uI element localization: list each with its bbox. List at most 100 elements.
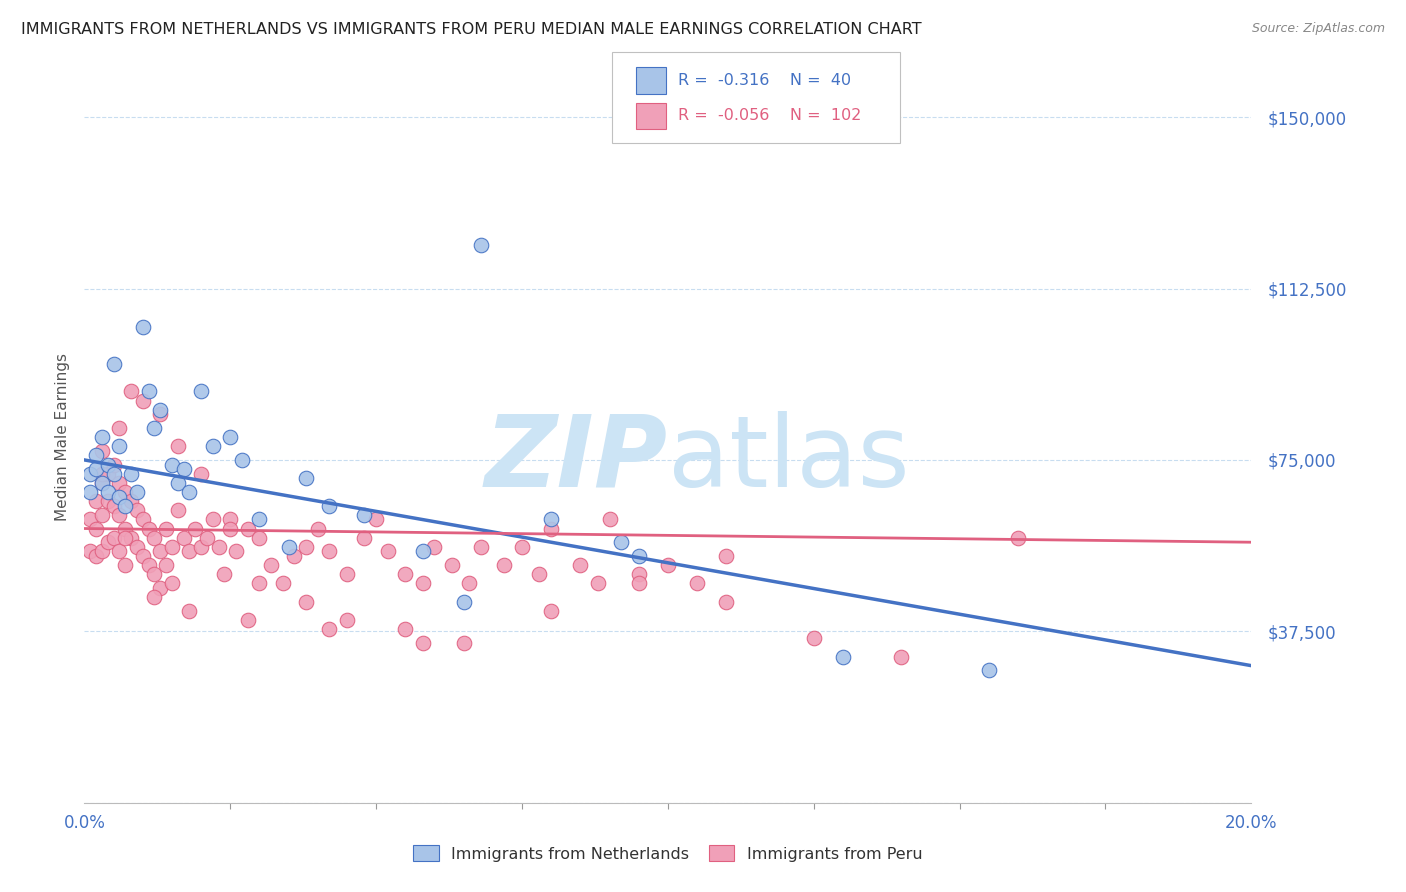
Point [79, 544, 101, 558]
Point [307, 521, 329, 535]
Point [890, 649, 912, 664]
Point [423, 540, 446, 554]
Point [114, 531, 136, 545]
Y-axis label: Median Male Earnings: Median Male Earnings [55, 353, 70, 521]
Point [132, 320, 155, 334]
Point [103, 458, 125, 472]
Point [90, 475, 112, 490]
Point [657, 558, 679, 573]
Point [143, 590, 166, 604]
Point [627, 549, 650, 563]
Point [231, 453, 253, 467]
Point [412, 636, 434, 650]
Point [125, 540, 148, 554]
Point [114, 558, 136, 573]
Point [97, 458, 120, 472]
Point [132, 549, 155, 563]
Point [84, 494, 107, 508]
Point [190, 467, 212, 481]
Point [295, 471, 318, 485]
Point [219, 512, 242, 526]
Point [236, 613, 259, 627]
Point [84, 462, 107, 476]
Point [201, 439, 224, 453]
Point [440, 558, 463, 573]
Text: ZIP: ZIP [485, 410, 668, 508]
Point [138, 521, 160, 535]
Point [318, 544, 340, 558]
Point [219, 430, 242, 444]
Point [453, 636, 475, 650]
Point [716, 594, 738, 608]
Point [125, 484, 148, 499]
Point [295, 540, 318, 554]
Point [166, 475, 188, 490]
Point [225, 544, 247, 558]
Point [207, 540, 229, 554]
Point [120, 384, 142, 399]
Point [166, 439, 188, 453]
Point [283, 549, 305, 563]
Point [97, 535, 120, 549]
Point [470, 540, 492, 554]
Point [627, 567, 650, 582]
Point [458, 576, 481, 591]
Point [114, 499, 136, 513]
Point [108, 439, 131, 453]
Point [803, 632, 825, 646]
Point [79, 467, 101, 481]
Point [84, 549, 107, 563]
Point [97, 484, 120, 499]
Point [108, 475, 131, 490]
Point [236, 521, 259, 535]
Point [977, 663, 1000, 677]
Point [336, 567, 359, 582]
Point [90, 430, 112, 444]
Point [120, 531, 142, 545]
Point [318, 622, 340, 636]
Point [610, 535, 633, 549]
Point [132, 393, 155, 408]
Point [90, 544, 112, 558]
Point [599, 512, 621, 526]
Point [353, 508, 375, 522]
Point [394, 567, 416, 582]
Point [249, 512, 271, 526]
Point [114, 484, 136, 499]
Point [179, 604, 201, 618]
Point [190, 540, 212, 554]
Point [353, 531, 375, 545]
Point [510, 540, 533, 554]
Point [190, 384, 212, 399]
Point [249, 531, 271, 545]
Point [120, 467, 142, 481]
Point [97, 494, 120, 508]
Point [271, 576, 294, 591]
Point [529, 567, 551, 582]
Point [569, 558, 592, 573]
Point [470, 238, 492, 252]
Text: R =  -0.056    N =  102: R = -0.056 N = 102 [678, 109, 860, 123]
Point [540, 512, 562, 526]
Point [540, 604, 562, 618]
Point [160, 576, 183, 591]
Point [173, 531, 195, 545]
Point [219, 521, 242, 535]
Point [453, 594, 475, 608]
Point [90, 475, 112, 490]
Point [155, 558, 177, 573]
Text: Source: ZipAtlas.com: Source: ZipAtlas.com [1251, 22, 1385, 36]
Text: R =  -0.316    N =  40: R = -0.316 N = 40 [678, 73, 851, 87]
Point [540, 521, 562, 535]
Point [336, 613, 359, 627]
Point [125, 503, 148, 517]
Point [412, 576, 434, 591]
Point [108, 421, 131, 435]
Point [627, 576, 650, 591]
Point [138, 384, 160, 399]
Point [84, 521, 107, 535]
Point [184, 521, 207, 535]
Point [103, 467, 125, 481]
Point [249, 576, 271, 591]
Point [108, 490, 131, 504]
